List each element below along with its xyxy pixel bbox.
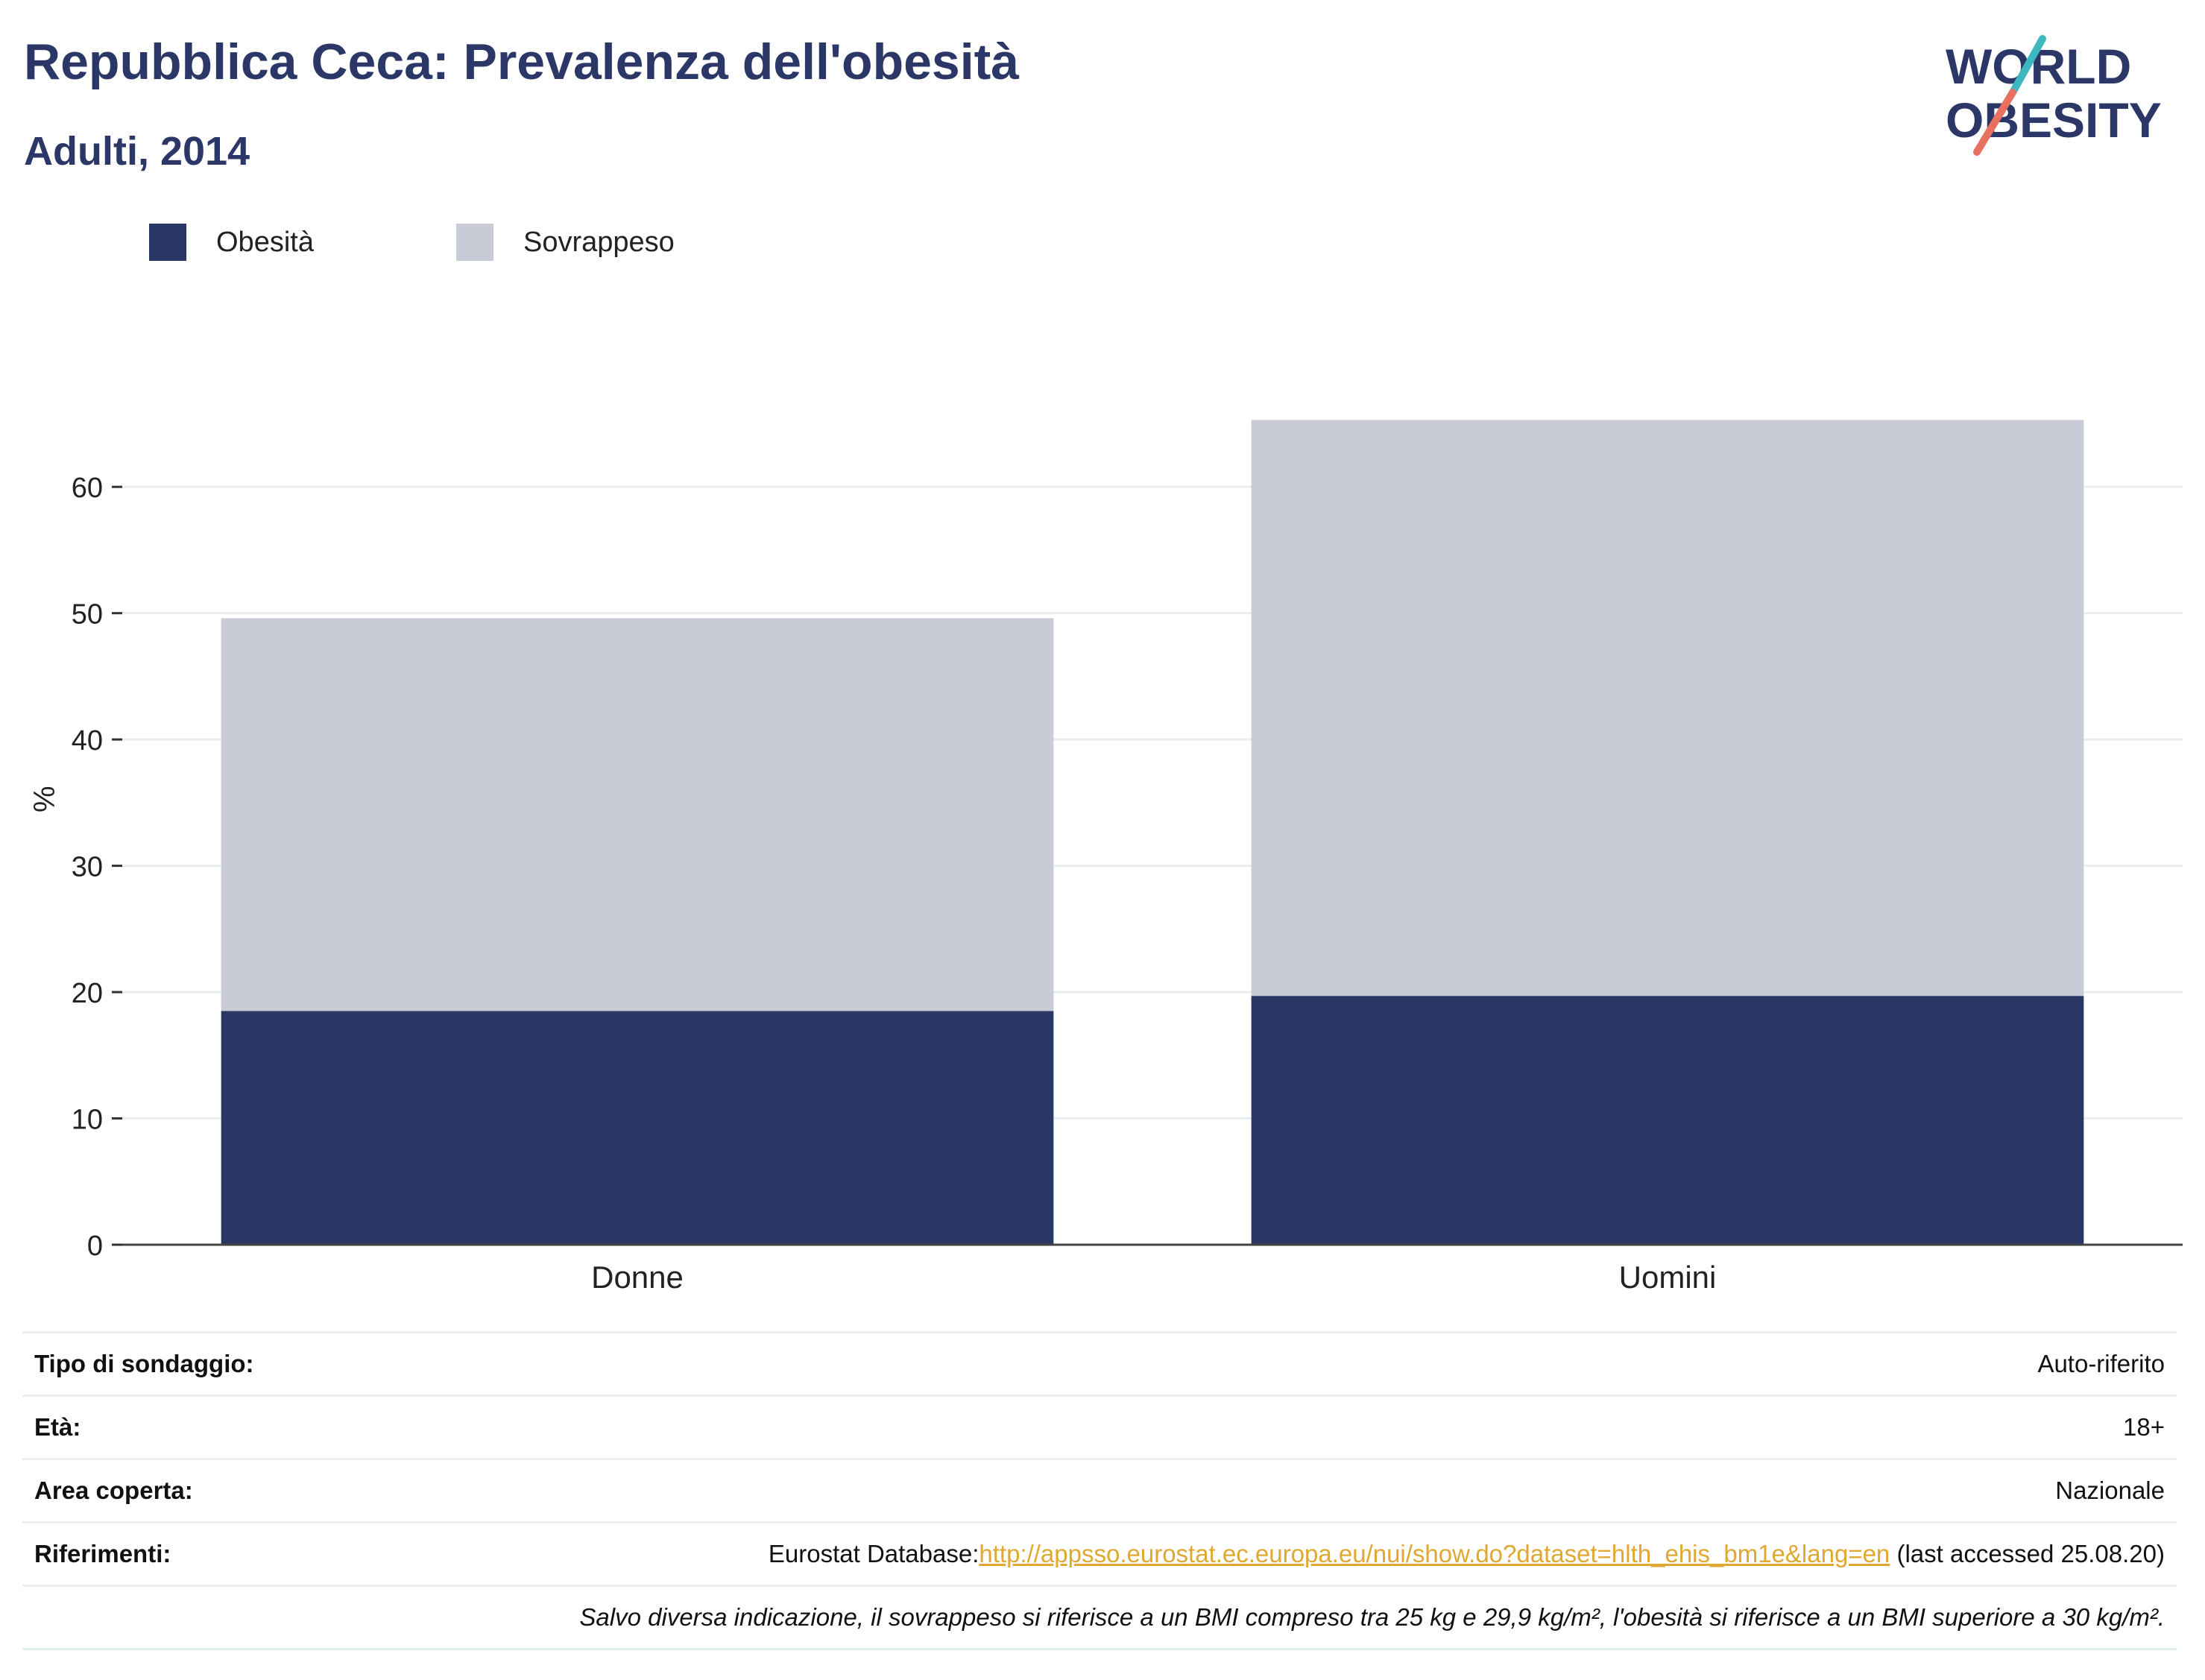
reference-prefix: Eurostat Database: [768,1540,980,1567]
reference-link[interactable]: http://appsso.eurostat.ec.europa.eu/nui/… [979,1540,1890,1567]
info-row-note: Salvo diversa indicazione, il sovrappeso… [22,1585,2177,1650]
legend-label-obesity: Obesità [216,226,314,258]
bar-overweight-donne [221,618,1054,1011]
y-tick-label: 40 [72,725,103,757]
y-tick-label: 20 [72,978,103,1009]
info-key: Area coperta: [34,1477,193,1504]
info-key: Riferimenti: [34,1540,171,1567]
y-tick-label: 50 [72,599,103,631]
bar-obesity-donne [221,1011,1054,1245]
y-axis-label: % [28,786,61,812]
chart-subtitle: Adulti, 2014 [24,129,250,174]
bar-overweight-uomini [1251,420,2084,997]
info-value: Nazionale [2055,1477,2165,1504]
y-tick-label: 30 [72,852,103,883]
bmi-note: Salvo diversa indicazione, il sovrappeso… [579,1603,2165,1631]
info-row-references: Riferimenti: Eurostat Database:http://ap… [22,1521,2177,1585]
info-table: Tipo di sondaggio: Auto-riferito Età: 18… [22,1331,2177,1650]
bar-obesity-uomini [1251,996,2084,1245]
references-value: Eurostat Database:http://appsso.eurostat… [769,1540,2177,1568]
info-row-area: Area coperta: Nazionale [22,1458,2177,1521]
world-obesity-logo: WORLD OBESITY [1938,33,2192,167]
legend-label-overweight: Sovrappeso [523,226,675,258]
info-value: Auto-riferito [2037,1350,2165,1377]
info-value: 18+ [2123,1413,2165,1441]
chart-title: Repubblica Ceca: Prevalenza dell'obesità [24,34,1020,90]
info-key: Età: [34,1413,81,1441]
x-tick-label: Donne [591,1260,684,1295]
info-row-survey: Tipo di sondaggio: Auto-riferito [22,1331,2177,1395]
info-row-age: Età: 18+ [22,1395,2177,1458]
legend-item-overweight[interactable]: Sovrappeso [456,222,675,262]
y-tick-label: 10 [72,1105,103,1136]
reference-suffix: (last accessed 25.08.20) [1890,1540,2165,1567]
info-key: Tipo di sondaggio: [34,1350,254,1377]
bar-chart: 0 10 20 30 40 50 60 Donne Uomini [72,420,2183,1295]
y-tick-label: 60 [72,473,103,504]
legend-swatch-obesity [149,224,186,261]
x-tick-label: Uomini [1619,1260,1717,1295]
y-tick-label: 0 [87,1231,103,1262]
legend-swatch-overweight [456,224,493,261]
legend-item-obesity[interactable]: Obesità [149,222,314,262]
